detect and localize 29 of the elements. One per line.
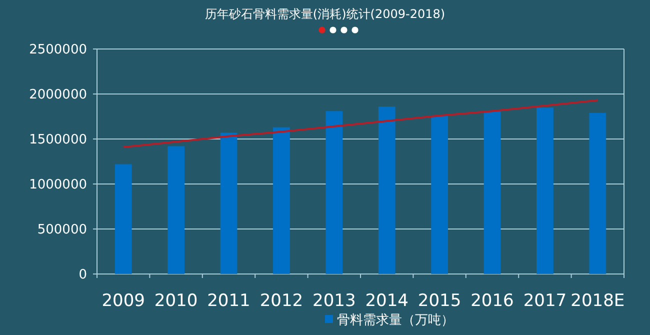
bar (536, 108, 554, 274)
legend-label: 骨料需求量（万吨） (337, 313, 454, 328)
x-tick-label: 2011 (207, 291, 250, 311)
x-tick-label: 2014 (365, 291, 408, 311)
x-tick-label: 2013 (312, 291, 356, 311)
bar (431, 116, 448, 274)
y-tick-label: 1000000 (29, 178, 87, 193)
bar (589, 112, 606, 274)
y-tick-label: 2000000 (29, 88, 87, 103)
bar (326, 111, 343, 274)
y-tick-label: 0 (78, 268, 87, 283)
bar (378, 106, 396, 274)
bar (220, 132, 238, 274)
bar (114, 164, 132, 274)
x-tick-label: 2010 (154, 291, 198, 311)
bar (273, 127, 290, 274)
line-series (122, 99, 599, 148)
x-tick-label: 2018E (570, 291, 625, 311)
x-tick-label: 2012 (260, 291, 304, 311)
y-tick-label: 1500000 (29, 132, 87, 148)
y-tick-label: 2500000 (29, 42, 87, 58)
chart-title: 历年砂石骨料需求量(消耗)统计(2009-2018) (204, 7, 446, 21)
x-tick-label: 2017 (523, 291, 567, 311)
x-tick-label: 2016 (470, 291, 514, 311)
y-tick-label: 500000 (37, 222, 87, 238)
bar (484, 111, 501, 274)
bar (168, 146, 184, 274)
x-tick-label: 2009 (102, 291, 145, 311)
x-tick-label: 2015 (418, 291, 462, 311)
